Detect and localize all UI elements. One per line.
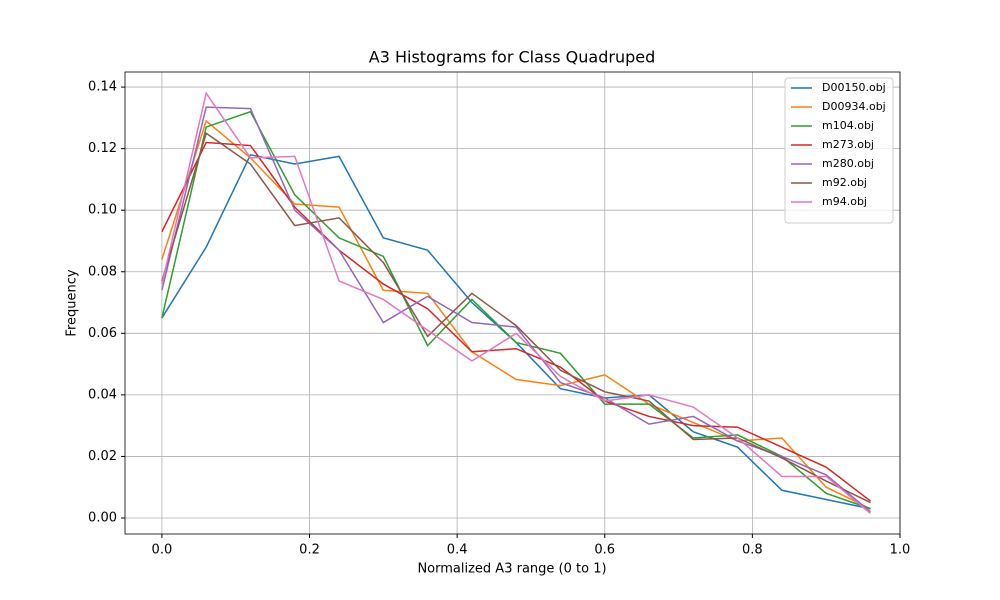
legend-label: m280.obj [822, 157, 874, 170]
line [161, 132, 871, 504]
legend-label: D00934.obj [822, 100, 886, 113]
x-axis-label: Normalized A3 range (0 to 1) [417, 562, 606, 577]
line [161, 141, 871, 502]
x-tick-label: 0.0 [152, 543, 173, 558]
line [161, 110, 871, 510]
x-tick-label: 0.8 [742, 543, 763, 558]
y-tick-label: 0.10 [88, 203, 117, 218]
x-tick-label: 0.6 [594, 543, 615, 558]
line [161, 106, 871, 513]
y-tick-label: 0.12 [88, 141, 117, 156]
y-tick-label: 0.00 [88, 510, 117, 525]
y-tick-label: 0.06 [88, 326, 117, 341]
legend-box [784, 77, 894, 224]
legend: D00150.obj D00934.obj m104.obj m273.obj m280… [784, 77, 894, 224]
y-tick-label: 0.02 [88, 449, 117, 464]
legend-label: m92.obj [822, 176, 867, 189]
legend-label: m94.obj [822, 195, 867, 208]
y-tick-label: 0.08 [88, 264, 117, 279]
line [161, 119, 871, 510]
x-tick-label: 0.4 [447, 543, 468, 558]
legend-label: m273.obj [822, 138, 874, 151]
y-axis-label: Frequency [65, 269, 80, 336]
y-tick-label: 0.04 [88, 387, 117, 402]
axes-frame [124, 71, 901, 535]
x-tick-label: 1.0 [890, 543, 911, 558]
line [161, 91, 871, 514]
legend-label: D00150.obj [822, 81, 886, 94]
x-tick-label: 0.2 [299, 543, 320, 558]
legend-label: m104.obj [822, 119, 874, 132]
y-tick-label: 0.14 [88, 80, 117, 95]
chart-title: A3 Histograms for Class Quadruped [369, 48, 655, 67]
